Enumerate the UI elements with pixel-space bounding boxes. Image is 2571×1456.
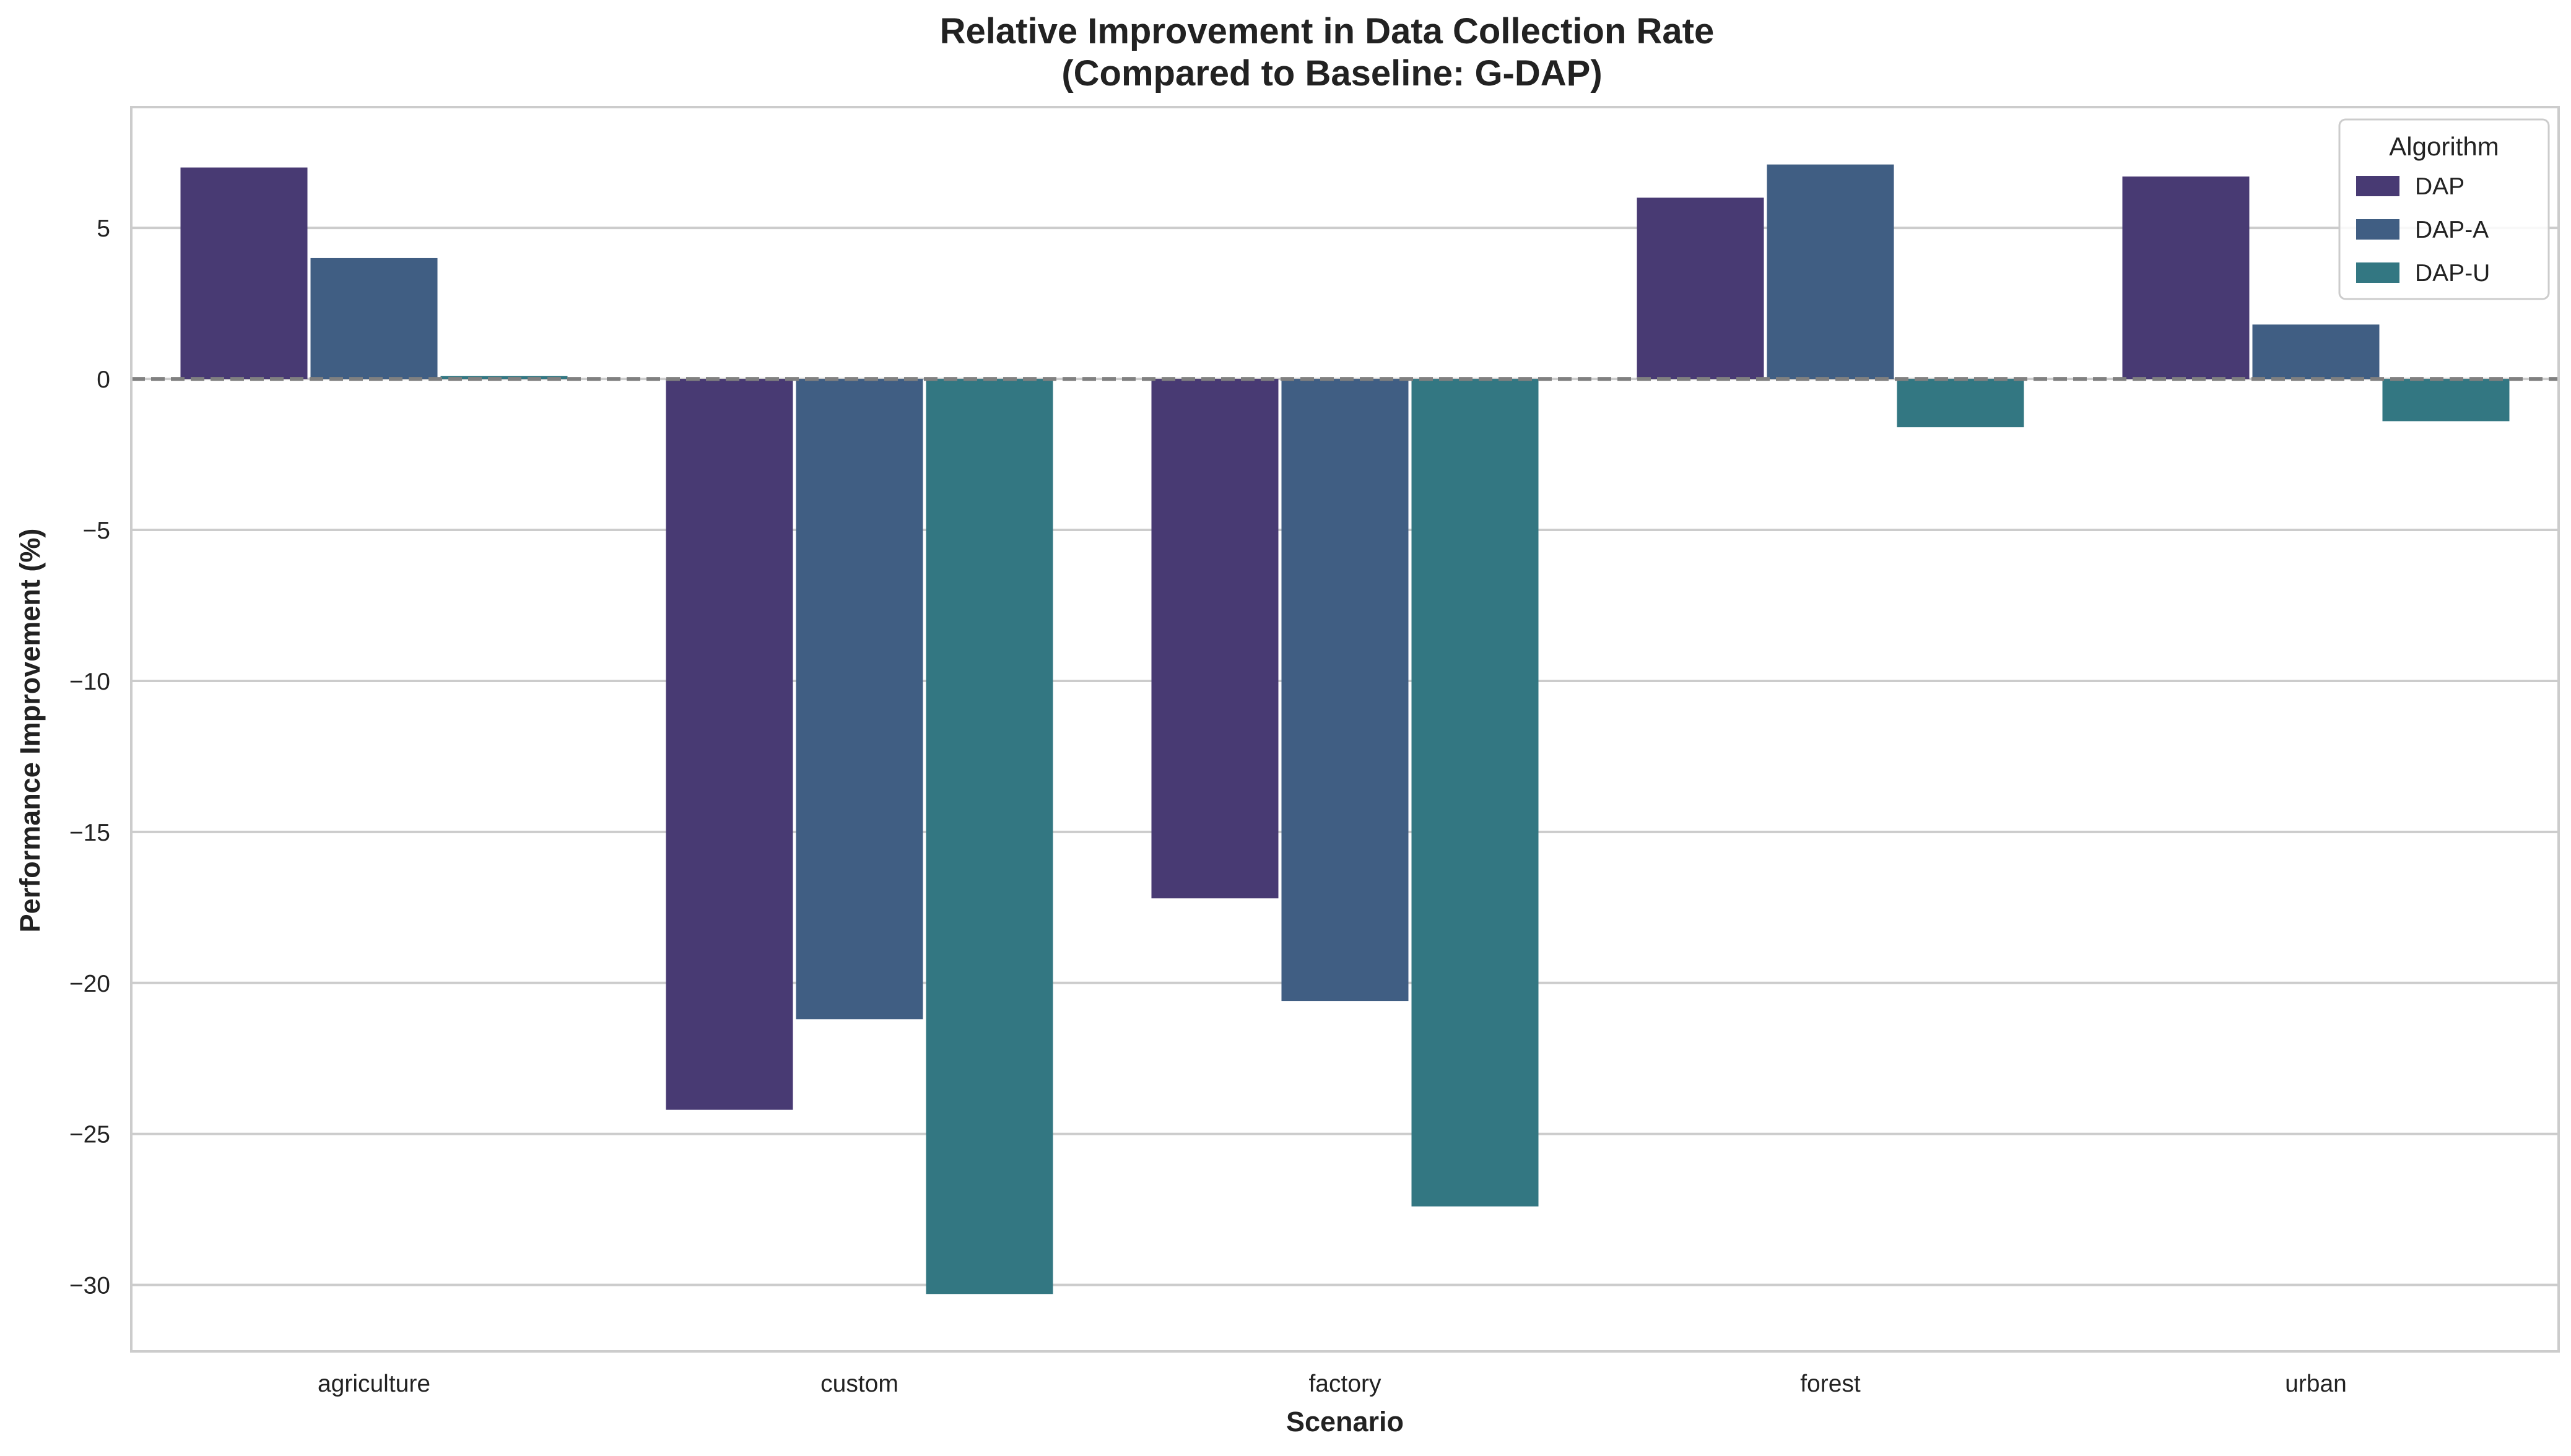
- legend-items: DAP DAP-A DAP-U: [2356, 173, 2490, 287]
- y-tick-label: −25: [69, 1122, 110, 1148]
- x-tick-label: forest: [1800, 1371, 1861, 1397]
- legend-swatch-dap-a: [2356, 219, 2399, 240]
- bar-dap-forest: [1637, 197, 1764, 379]
- legend-swatch-dap: [2356, 176, 2399, 196]
- legend-title: Algorithm: [2389, 132, 2499, 161]
- bar-dap-agriculture: [180, 167, 308, 379]
- bar-dap-a-agriculture: [310, 258, 438, 379]
- legend-box: [2338, 118, 2550, 300]
- x-tick-label: custom: [820, 1371, 898, 1397]
- y-tick-label: −5: [83, 518, 110, 544]
- bar-dap-a-custom: [796, 379, 923, 1020]
- x-tick-label: agriculture: [318, 1371, 430, 1397]
- y-tick-label: 5: [97, 215, 110, 242]
- y-axis-label: Performance Improvement (%): [14, 529, 46, 933]
- bar-dap-a-urban: [2252, 324, 2380, 379]
- y-tick-label: −30: [69, 1273, 110, 1299]
- legend-swatch-dap-u: [2356, 262, 2399, 283]
- y-tick-label: −20: [69, 971, 110, 997]
- bar-dap-u-custom: [926, 379, 1053, 1294]
- y-tick-label: −10: [69, 669, 110, 695]
- chart-title-line-2: (Compared to Baseline: G-DAP): [1061, 53, 1602, 93]
- legend-label-dap-u: DAP-U: [2415, 260, 2490, 287]
- bars: [180, 164, 2510, 1294]
- bar-dap-a-forest: [1767, 164, 1894, 379]
- x-tick-label: factory: [1308, 1371, 1381, 1397]
- bar-dap-custom: [666, 379, 793, 1110]
- plot-frame: [130, 106, 2560, 1353]
- bar-dap-factory: [1151, 379, 1279, 899]
- bar-dap-u-urban: [2382, 379, 2510, 422]
- legend-label-dap-a: DAP-A: [2415, 217, 2489, 243]
- bar-dap-u-forest: [1897, 379, 2024, 428]
- bar-dap-urban: [2122, 176, 2250, 379]
- x-axis-ticks: agriculture custom factory forest urban: [318, 1371, 2347, 1397]
- y-tick-label: −15: [69, 820, 110, 846]
- x-axis-label: Scenario: [1286, 1406, 1404, 1437]
- chart-title-line-1: Relative Improvement in Data Collection …: [940, 11, 1715, 51]
- legend-label-dap: DAP: [2415, 173, 2464, 200]
- y-axis-ticks: 5 0 −5 −10 −15 −20 −25 −30: [69, 215, 110, 1299]
- chart-title: Relative Improvement in Data Collection …: [940, 11, 1725, 93]
- legend: Algorithm DAP DAP-A DAP-U: [2338, 118, 2550, 300]
- bar-dap-a-factory: [1281, 379, 1409, 1002]
- bar-dap-u-agriculture: [440, 376, 568, 379]
- y-tick-label: 0: [97, 366, 110, 393]
- x-tick-label: urban: [2285, 1371, 2347, 1397]
- bar-dap-u-factory: [1411, 379, 1539, 1207]
